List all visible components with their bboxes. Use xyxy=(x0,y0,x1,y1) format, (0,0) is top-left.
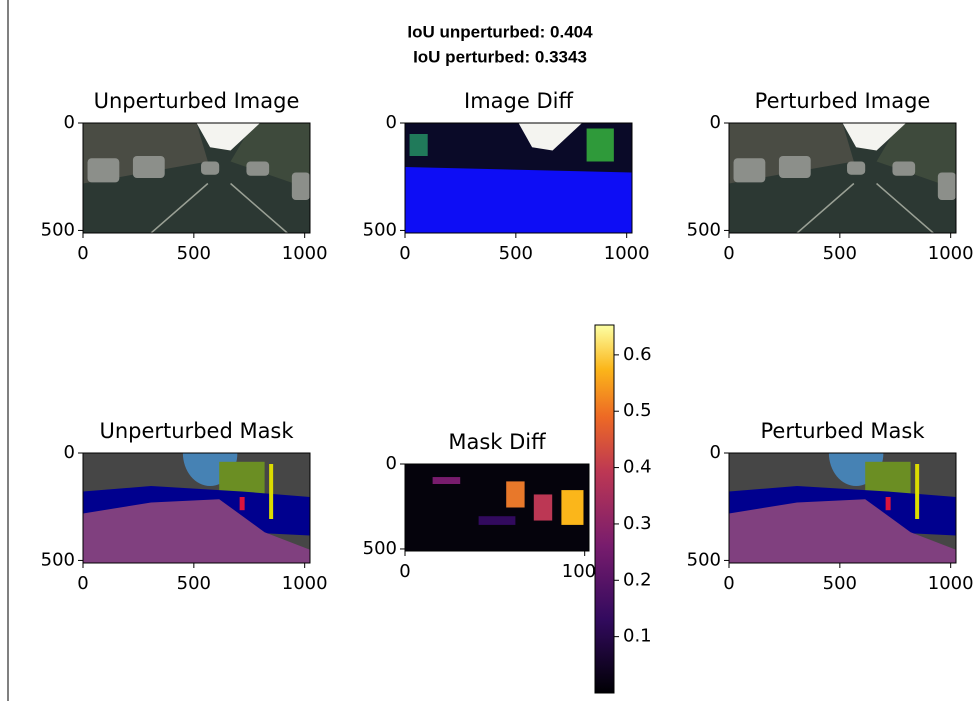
x-tick-label: 0 xyxy=(77,243,88,264)
image-car xyxy=(734,158,766,182)
colorbar-tick-label: 0.1 xyxy=(623,626,652,647)
image-car xyxy=(938,173,956,201)
y-tick-label: 0 xyxy=(386,112,397,133)
colorbar-tick-label: 0.3 xyxy=(623,513,652,534)
mask-diff-spot xyxy=(506,481,524,507)
image-green xyxy=(587,129,614,162)
x-tick-label: 0 xyxy=(77,573,88,594)
panel-title: Unperturbed Mask xyxy=(99,419,294,443)
colorbar-tick-label: 0.4 xyxy=(623,457,652,478)
x-tick-label: 1000 xyxy=(282,243,328,264)
y-tick-label: 0 xyxy=(64,112,75,133)
mask-diff-spot xyxy=(561,490,583,525)
x-tick-label: 0 xyxy=(723,243,734,264)
y-tick-label: 0 xyxy=(64,442,75,463)
x-tick-label: 500 xyxy=(177,243,211,264)
mask-diff-spot xyxy=(479,516,516,525)
y-tick-label: 500 xyxy=(363,538,397,559)
y-tick-label: 0 xyxy=(710,442,721,463)
x-tick-label: 500 xyxy=(499,243,533,264)
mask-person xyxy=(240,497,245,510)
image-car xyxy=(892,162,915,176)
figure: IoU unperturbed: 0.404 IoU perturbed: 0.… xyxy=(0,0,976,701)
x-tick-label: 1000 xyxy=(928,573,974,594)
panel-image xyxy=(405,464,589,551)
colorbar-tick-label: 0.6 xyxy=(623,344,652,365)
y-tick-label: 500 xyxy=(41,549,75,570)
mask-diff-spot xyxy=(534,494,552,520)
title-line: IoU perturbed: 0.3343 xyxy=(413,47,587,66)
panel-title: Perturbed Image xyxy=(755,89,931,113)
image-car xyxy=(201,162,219,175)
mask-pole xyxy=(915,464,919,519)
x-tick-label: 0 xyxy=(399,561,410,582)
y-tick-label: 500 xyxy=(687,549,721,570)
mask-diff-spot xyxy=(433,477,461,484)
x-tick-label: 1000 xyxy=(282,573,328,594)
panel-title: Mask Diff xyxy=(448,430,546,454)
y-tick-label: 500 xyxy=(687,219,721,240)
x-tick-label: 500 xyxy=(177,573,211,594)
image-car xyxy=(246,162,269,176)
x-tick-label: 1000 xyxy=(604,243,650,264)
panel-image xyxy=(83,123,310,233)
y-tick-label: 500 xyxy=(363,219,397,240)
panel-image xyxy=(729,123,956,233)
x-tick-label: 500 xyxy=(823,243,857,264)
image-car xyxy=(133,156,165,178)
mask-pole xyxy=(269,464,273,519)
y-tick-label: 0 xyxy=(386,453,397,474)
image-car xyxy=(779,156,811,178)
image-blue xyxy=(405,167,632,233)
y-tick-label: 0 xyxy=(710,112,721,133)
mask-person xyxy=(886,497,891,510)
x-tick-label: 0 xyxy=(723,573,734,594)
panel-title: Image Diff xyxy=(464,89,573,113)
title-line: IoU unperturbed: 0.404 xyxy=(407,22,593,41)
x-tick-label: 500 xyxy=(823,573,857,594)
x-tick-label: 0 xyxy=(399,243,410,264)
colorbar xyxy=(595,325,614,693)
image-car xyxy=(847,162,865,175)
colorbar-tick-label: 0.5 xyxy=(623,400,652,421)
panel-title: Perturbed Mask xyxy=(761,419,926,443)
panel-title: Unperturbed Image xyxy=(94,89,300,113)
colorbar-tick-label: 0.2 xyxy=(623,569,652,590)
x-tick-label: 1000 xyxy=(928,243,974,264)
image-car xyxy=(292,173,310,201)
image-green xyxy=(410,134,428,156)
y-tick-label: 500 xyxy=(41,219,75,240)
panel-image xyxy=(405,123,632,233)
image-car xyxy=(88,158,120,182)
